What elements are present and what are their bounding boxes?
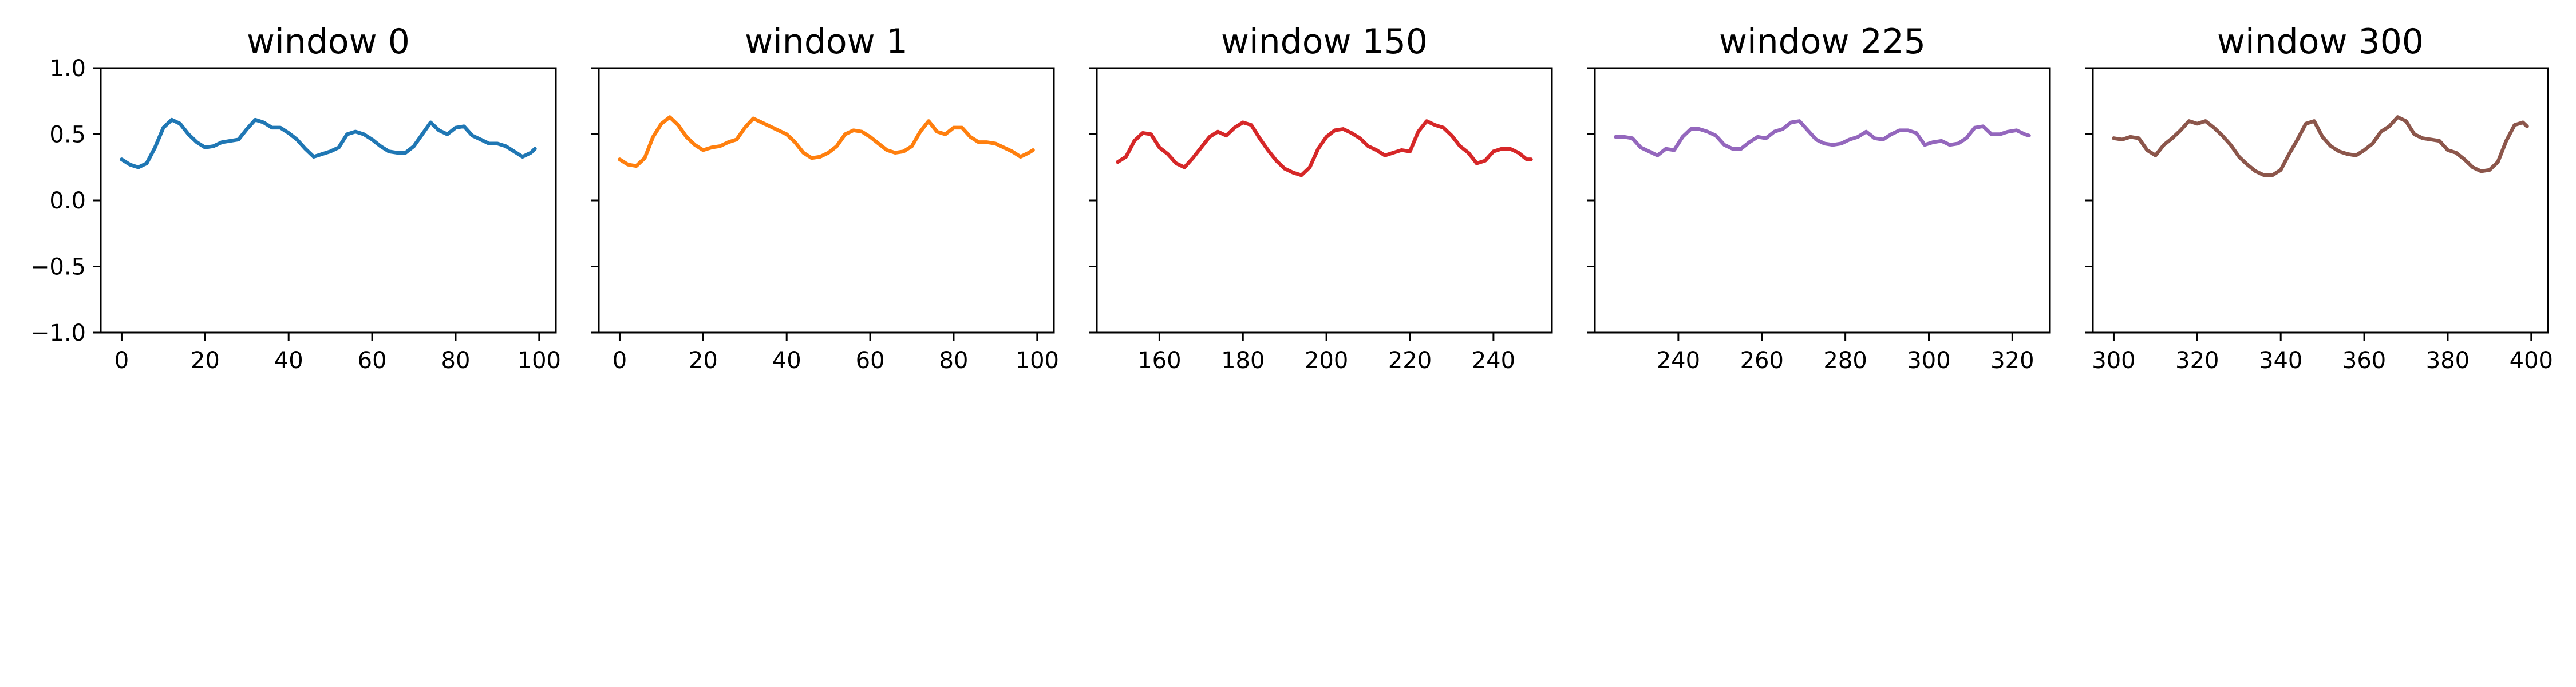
- series-line: [618, 115, 1035, 168]
- x-tick-label: 300: [2092, 348, 2135, 374]
- x-tick-label: 260: [1740, 348, 1784, 374]
- x-tick-label: 180: [1221, 348, 1265, 374]
- series-line: [120, 117, 537, 169]
- subplot-title: window 225: [1719, 22, 1926, 62]
- y-tick-label: 0.5: [49, 122, 86, 148]
- subplot-2: window 150 160 180 200 220 240: [1089, 22, 1553, 374]
- x-tick-label: 360: [2342, 348, 2386, 374]
- x-tick-label: 380: [2426, 348, 2470, 374]
- subplot-title: window 150: [1221, 22, 1428, 62]
- x-tick-label: 100: [1016, 348, 1059, 374]
- x-tick-label: 60: [358, 348, 387, 374]
- x-tick-label: 400: [2510, 348, 2553, 374]
- x-tick-label: 0: [114, 348, 129, 374]
- x-tick-label: 300: [1907, 348, 1950, 374]
- subplot-title: window 1: [745, 22, 908, 62]
- x-tick-label: 80: [939, 348, 969, 374]
- y-tick-label: −0.5: [30, 254, 86, 281]
- x-tick-label: 240: [1472, 348, 1515, 374]
- x-tick-label: 20: [191, 348, 220, 374]
- subplot-0: window 0 0 20 40 60 80 100 −1.0 −0.5 0.0 0.5 1.0: [30, 22, 561, 374]
- x-tick-label: 40: [772, 348, 801, 374]
- x-tick-label: 340: [2259, 348, 2302, 374]
- series-line: [2112, 115, 2529, 177]
- x-tick-label: 160: [1137, 348, 1181, 374]
- x-tick-label: 20: [689, 348, 718, 374]
- x-tick-label: 220: [1388, 348, 1432, 374]
- x-tick-label: 80: [441, 348, 471, 374]
- y-tick-label: 1.0: [49, 56, 86, 82]
- y-tick-label: −1.0: [30, 320, 86, 346]
- subplot-3: window 225 240 260 280 300 320: [1587, 22, 2051, 374]
- y-tick-label: 0.0: [49, 188, 86, 214]
- x-tick-label: 0: [613, 348, 627, 374]
- x-tick-label: 40: [274, 348, 303, 374]
- subplot-4: window 300 300 320 340 360 380 400: [2085, 22, 2553, 374]
- x-tick-label: 100: [517, 348, 561, 374]
- x-tick-label: 320: [2175, 348, 2219, 374]
- x-tick-label: 320: [1990, 348, 2034, 374]
- x-tick-label: 60: [856, 348, 885, 374]
- subplot-1: window 1 0 20 40 60 80 100: [591, 22, 1059, 374]
- series-line: [1116, 119, 1533, 177]
- x-tick-label: 200: [1305, 348, 1348, 374]
- subplot-title: window 0: [247, 22, 410, 62]
- x-tick-label: 280: [1823, 348, 1867, 374]
- subplot-title: window 300: [2217, 22, 2424, 62]
- x-tick-label: 240: [1657, 348, 1700, 374]
- series-line: [1614, 119, 2031, 157]
